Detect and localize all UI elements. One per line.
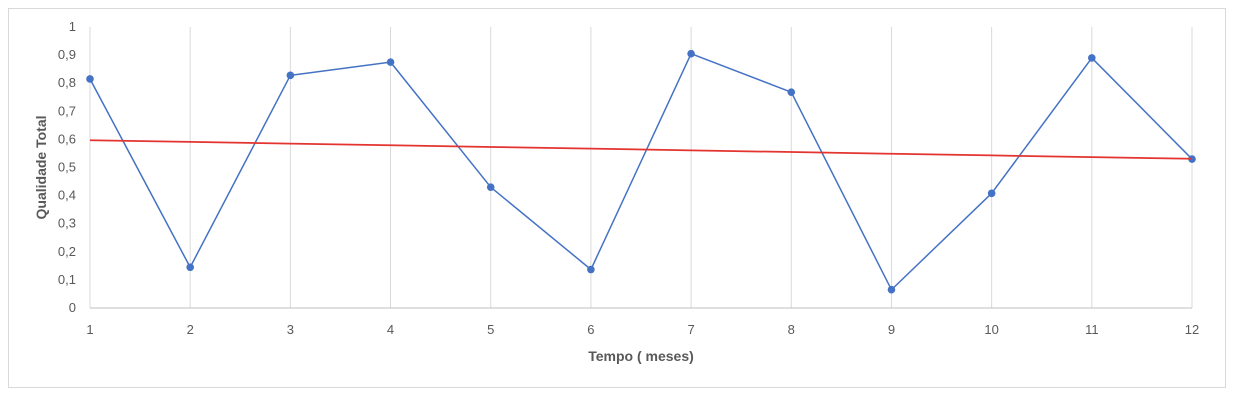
data-point (386, 58, 395, 66)
data-point (1088, 54, 1096, 62)
x-axis-title: Tempo ( meses) (588, 348, 694, 364)
y-tick-label: 0,5 (58, 160, 76, 175)
data-point (987, 189, 996, 198)
x-tick-label: 8 (788, 322, 795, 337)
y-tick-label: 0,8 (58, 75, 76, 90)
data-point (286, 71, 295, 80)
series-line (89, 52, 1193, 291)
y-axis-title: Qualidade Total (33, 116, 49, 220)
x-tick-label: 10 (984, 322, 998, 337)
y-tick-label: 0,4 (58, 188, 76, 203)
x-tick-label: 1 (86, 322, 93, 337)
tick-labels: 00,10,20,30,40,50,60,70,80,911 2 3 4 5 6 7 8 9 10… (58, 19, 1199, 337)
y-tick-label: 0,1 (58, 272, 76, 287)
x-tick-label: 9 (888, 322, 895, 337)
x-tick-label: 2 (187, 322, 194, 337)
y-tick-label: 0,2 (58, 244, 76, 259)
x-tick-label: 11 (1085, 322, 1099, 337)
x-tick-label: 3 (287, 322, 294, 337)
data-point (587, 265, 595, 274)
x-tick-label: 12 (1185, 322, 1199, 337)
y-tick-label: 1 (69, 19, 76, 34)
data-point (86, 75, 94, 83)
data-point (186, 263, 194, 272)
data-point (486, 183, 495, 191)
y-tick-label: 0,9 (58, 47, 76, 62)
axes (89, 27, 1192, 309)
y-tick-label: 0,3 (58, 216, 76, 231)
y-tick-label: 0,6 (58, 131, 76, 146)
data-point (687, 49, 695, 58)
x-tick-label: 6 (587, 322, 594, 337)
series (86, 49, 1196, 294)
y-tick-label: 0,7 (58, 103, 76, 118)
x-tick-label: 4 (387, 322, 394, 337)
data-point (887, 285, 896, 294)
x-tick-label: 5 (487, 322, 494, 337)
x-tick-label: 7 (687, 322, 694, 337)
chart-frame (8, 8, 1226, 388)
y-tick-label: 0 (69, 300, 76, 315)
data-point (1188, 155, 1196, 163)
data-point (787, 88, 796, 96)
trendline (89, 139, 1193, 160)
